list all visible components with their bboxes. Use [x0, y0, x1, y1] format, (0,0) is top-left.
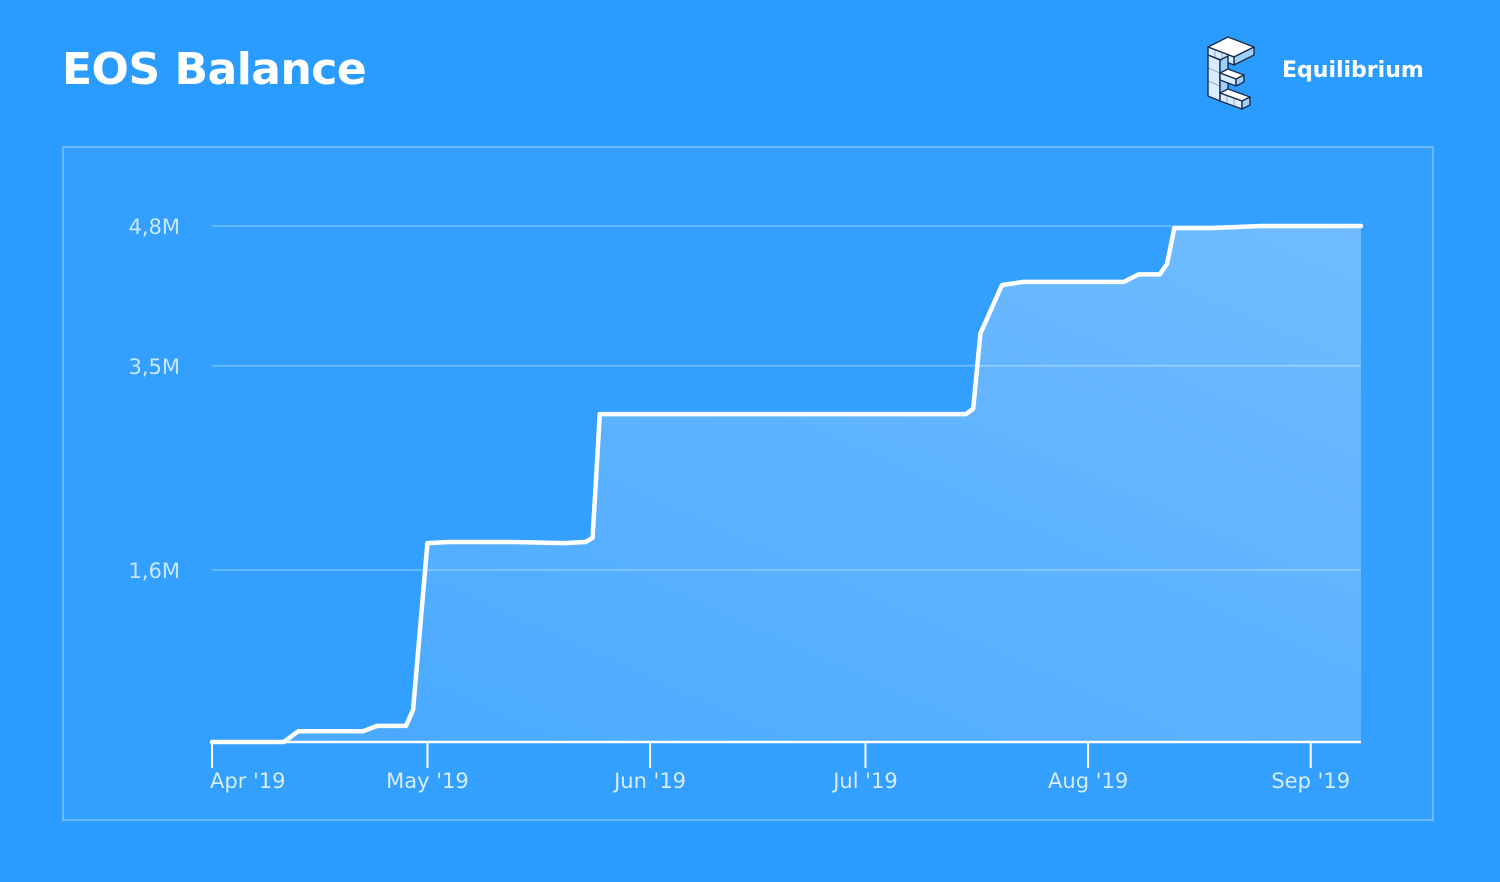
- page-title: EOS Balance: [62, 44, 367, 95]
- x-tick-label: Aug '19: [1048, 769, 1128, 793]
- x-tick-label: Apr '19: [210, 769, 286, 793]
- brand: Equilibrium: [1198, 33, 1424, 113]
- x-tick-label: Jul '19: [831, 769, 898, 793]
- x-tick-label: Sep '19: [1271, 769, 1350, 793]
- balance-line: [209, 223, 1364, 745]
- chart-panel: 1,6M 3,5M 4,8M Apr '19 May '19 Jun '19 Jul '19…: [62, 146, 1434, 821]
- balance-chart: 1,6M 3,5M 4,8M Apr '19 May '19 Jun '19 Jul '19…: [128, 215, 1364, 793]
- x-tick-label: Jun '19: [612, 769, 686, 793]
- balance-area: [212, 226, 1361, 742]
- y-tick-label: 3,5M: [128, 355, 180, 379]
- brand-name: Equilibrium: [1282, 57, 1424, 83]
- axis-layer: 1,6M 3,5M 4,8M Apr '19 May '19 Jun '19 Jul '19…: [128, 215, 1361, 793]
- area-layer: [212, 226, 1361, 742]
- y-tick-label: 1,6M: [128, 559, 180, 583]
- x-tick-label: May '19: [386, 769, 469, 793]
- cube-letter-e-logo-icon: [1207, 36, 1255, 110]
- y-tick-label: 4,8M: [128, 215, 180, 239]
- line-layer: [209, 223, 1364, 745]
